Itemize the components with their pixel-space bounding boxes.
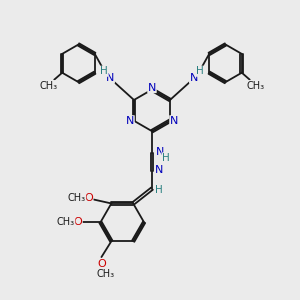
Text: O: O	[97, 259, 106, 269]
Text: H: H	[196, 66, 204, 76]
Text: O: O	[84, 194, 93, 203]
Text: N: N	[156, 147, 164, 157]
Text: CH₃: CH₃	[247, 81, 265, 91]
Text: N: N	[106, 73, 114, 83]
Text: H: H	[155, 184, 163, 195]
Text: CH₃: CH₃	[96, 269, 115, 279]
Text: N: N	[155, 165, 163, 175]
Text: H: H	[162, 153, 170, 163]
Text: CH₃: CH₃	[39, 81, 57, 91]
Text: O: O	[73, 217, 82, 227]
Text: H: H	[100, 66, 108, 76]
Text: N: N	[148, 82, 156, 93]
Text: CH₃: CH₃	[68, 193, 86, 202]
Text: CH₃: CH₃	[57, 217, 75, 227]
Text: N: N	[190, 73, 198, 83]
Text: N: N	[126, 116, 134, 126]
Text: N: N	[170, 116, 178, 126]
